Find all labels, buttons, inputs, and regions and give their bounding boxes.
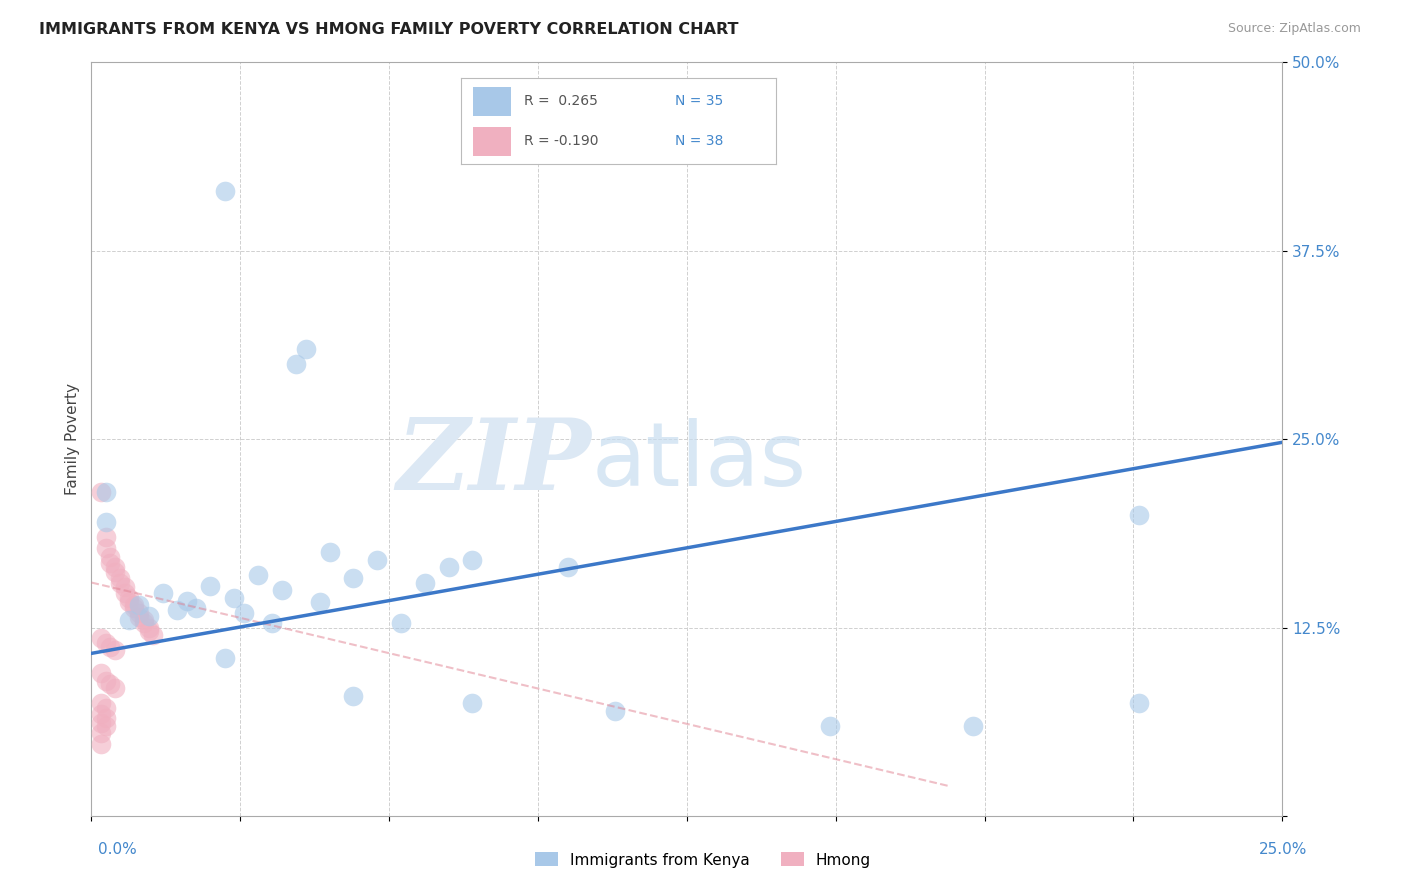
- Point: [605, 704, 627, 718]
- Point: [461, 696, 484, 710]
- Text: Source: ZipAtlas.com: Source: ZipAtlas.com: [1227, 22, 1361, 36]
- Point: [90, 737, 112, 751]
- Point: [247, 568, 270, 582]
- Point: [94, 711, 117, 725]
- Point: [342, 571, 364, 585]
- Point: [176, 593, 198, 607]
- Point: [342, 689, 364, 703]
- Text: atlas: atlas: [592, 418, 807, 506]
- Point: [1128, 508, 1150, 522]
- Text: ZIP: ZIP: [396, 414, 592, 510]
- Point: [104, 681, 127, 695]
- Point: [200, 578, 222, 592]
- Y-axis label: Family Poverty: Family Poverty: [65, 384, 80, 495]
- Point: [271, 583, 294, 598]
- Point: [94, 700, 117, 714]
- Point: [138, 621, 160, 635]
- Point: [90, 715, 112, 730]
- Point: [114, 580, 136, 594]
- Point: [100, 676, 122, 690]
- Point: [94, 530, 117, 544]
- Point: [1128, 696, 1150, 710]
- Point: [138, 624, 160, 638]
- Point: [294, 342, 316, 356]
- Point: [122, 601, 145, 615]
- Point: [285, 357, 308, 371]
- Point: [100, 640, 122, 655]
- Point: [224, 591, 246, 605]
- Point: [818, 719, 841, 733]
- Point: [90, 632, 112, 646]
- Point: [104, 643, 127, 657]
- Point: [132, 613, 155, 627]
- Point: [90, 696, 112, 710]
- Point: [100, 549, 122, 564]
- Point: [262, 616, 284, 631]
- Point: [366, 553, 388, 567]
- Point: [318, 545, 340, 559]
- Point: [94, 636, 117, 650]
- Point: [90, 485, 112, 500]
- Point: [232, 606, 254, 620]
- Point: [90, 665, 112, 680]
- Point: [128, 610, 150, 624]
- Point: [138, 608, 160, 623]
- Point: [118, 613, 141, 627]
- Point: [413, 575, 436, 590]
- Point: [104, 565, 127, 579]
- Point: [94, 541, 117, 555]
- Point: [214, 651, 236, 665]
- Point: [118, 591, 141, 605]
- Point: [90, 726, 112, 740]
- Point: [94, 673, 117, 688]
- Point: [152, 586, 174, 600]
- Point: [94, 485, 117, 500]
- Point: [132, 616, 155, 631]
- Point: [389, 616, 412, 631]
- Point: [104, 560, 127, 574]
- Text: 0.0%: 0.0%: [98, 842, 138, 856]
- Point: [114, 586, 136, 600]
- Point: [122, 598, 145, 612]
- Point: [100, 556, 122, 570]
- Point: [962, 719, 984, 733]
- Point: [108, 575, 131, 590]
- Point: [437, 560, 460, 574]
- Point: [90, 706, 112, 721]
- Point: [108, 571, 131, 585]
- Legend: Immigrants from Kenya, Hmong: Immigrants from Kenya, Hmong: [529, 847, 877, 873]
- Text: 25.0%: 25.0%: [1260, 842, 1308, 856]
- Point: [94, 719, 117, 733]
- Point: [166, 602, 188, 616]
- Point: [118, 595, 141, 609]
- Point: [142, 628, 165, 642]
- Point: [214, 184, 236, 198]
- Point: [186, 601, 208, 615]
- Point: [128, 598, 150, 612]
- Point: [309, 595, 332, 609]
- Point: [557, 560, 579, 574]
- Point: [128, 606, 150, 620]
- Point: [94, 515, 117, 529]
- Text: IMMIGRANTS FROM KENYA VS HMONG FAMILY POVERTY CORRELATION CHART: IMMIGRANTS FROM KENYA VS HMONG FAMILY PO…: [39, 22, 740, 37]
- Point: [461, 553, 484, 567]
